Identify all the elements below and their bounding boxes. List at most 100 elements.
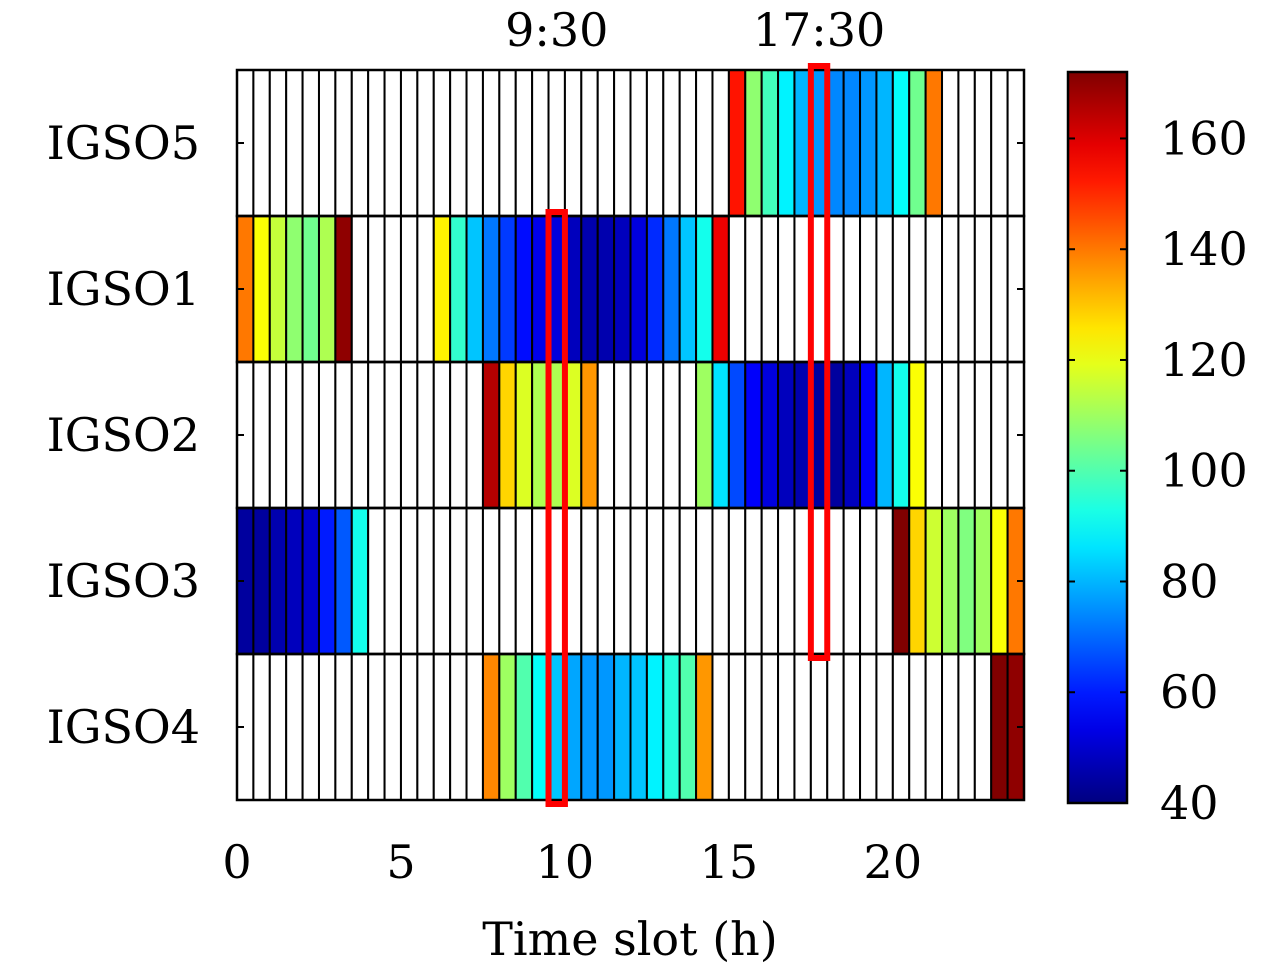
heatmap-cell xyxy=(891,215,911,363)
heatmap-cell xyxy=(383,215,402,363)
heatmap-cell xyxy=(908,507,927,655)
heatmap-cell xyxy=(432,69,452,217)
heatmap-cell xyxy=(645,507,665,655)
x-tick-label: 0 xyxy=(222,835,251,889)
y-tick-label: IGSO2 xyxy=(47,408,200,462)
heatmap-cell xyxy=(613,653,632,801)
heatmap-cell xyxy=(793,653,812,801)
heatmap-cell xyxy=(859,215,878,363)
heatmap-cells xyxy=(236,69,1026,801)
heatmap-cell xyxy=(875,653,894,801)
heatmap-cell xyxy=(580,361,599,509)
heatmap-cell xyxy=(285,215,304,363)
heatmap-cell xyxy=(399,69,419,217)
heatmap-cell xyxy=(695,361,714,509)
heatmap-cell xyxy=(990,361,1009,509)
heatmap-cell xyxy=(908,653,927,801)
heatmap-cell xyxy=(596,215,616,363)
heatmap-cell xyxy=(301,69,320,217)
colorbar-tick-label: 120 xyxy=(1160,333,1248,387)
heatmap-cell xyxy=(662,215,681,363)
x-tick-label: 15 xyxy=(700,835,759,889)
heatmap-cell xyxy=(875,215,894,363)
heatmap-cell xyxy=(383,69,402,217)
heatmap-cell xyxy=(727,69,747,217)
heatmap-cell xyxy=(613,507,632,655)
heatmap-cell xyxy=(760,507,780,655)
heatmap-cell xyxy=(711,507,730,655)
heatmap-cell xyxy=(350,653,370,801)
time-highlight-box xyxy=(545,209,568,807)
heatmap-cell xyxy=(481,361,501,509)
heatmap-cell xyxy=(252,69,271,217)
heatmap-cell xyxy=(645,361,665,509)
heatmap-cell xyxy=(695,653,714,801)
heatmap-cell xyxy=(891,653,911,801)
heatmap-cell xyxy=(613,69,632,217)
heatmap-cell xyxy=(760,653,780,801)
heatmap-cell xyxy=(891,507,911,655)
heatmap-cell xyxy=(301,653,320,801)
heatmap-cell xyxy=(629,653,648,801)
heatmap-cell xyxy=(301,215,320,363)
heatmap-cell xyxy=(481,215,501,363)
heatmap-cell xyxy=(317,69,337,217)
heatmap-cell xyxy=(695,507,714,655)
heatmap-cell xyxy=(252,215,271,363)
heatmap-cell xyxy=(645,69,665,217)
y-tick-label: IGSO5 xyxy=(47,116,200,170)
heatmap-cell xyxy=(908,215,927,363)
heatmap-cell xyxy=(973,653,993,801)
heatmap-cell xyxy=(416,215,435,363)
heatmap-cell xyxy=(334,69,353,217)
x-tick-label: 10 xyxy=(536,835,595,889)
heatmap-cell xyxy=(383,507,402,655)
colorbar-tick-label: 40 xyxy=(1160,776,1219,830)
heatmap-cell xyxy=(317,507,337,655)
heatmap-cell xyxy=(350,215,370,363)
heatmap-cell xyxy=(465,361,484,509)
heatmap-cell xyxy=(465,69,484,217)
colorbar-gradient xyxy=(1066,70,1129,805)
heatmap-cell xyxy=(580,69,599,217)
heatmap-cell xyxy=(334,653,353,801)
heatmap-cell xyxy=(334,361,353,509)
heatmap-cell xyxy=(399,215,419,363)
heatmap-cell xyxy=(449,361,468,509)
x-axis: 0 5 10 15 20 xyxy=(222,835,922,889)
heatmap-cell xyxy=(826,653,845,801)
heatmap-cell xyxy=(416,507,435,655)
heatmap-cell xyxy=(367,361,386,509)
heatmap-cell xyxy=(859,653,878,801)
heatmap-cell xyxy=(252,507,271,655)
heatmap-cell xyxy=(842,215,862,363)
heatmap-cell xyxy=(334,215,353,363)
heatmap-cell xyxy=(990,69,1009,217)
heatmap-cell xyxy=(645,215,665,363)
heatmap-cell xyxy=(777,215,796,363)
heatmap-cell xyxy=(367,653,386,801)
heatmap-cell xyxy=(924,507,944,655)
heatmap-cell xyxy=(662,361,681,509)
heatmap-cell xyxy=(924,653,944,801)
heatmap-cell xyxy=(957,69,976,217)
time-annotations: 9:30 17:30 xyxy=(505,3,885,807)
heatmap-cell xyxy=(563,69,583,217)
heatmap-cell xyxy=(285,653,304,801)
colorbar-tick-label: 100 xyxy=(1160,444,1248,498)
y-tick-label: IGSO4 xyxy=(47,700,200,754)
heatmap-cell xyxy=(416,653,435,801)
heatmap-cell xyxy=(416,69,435,217)
heatmap-cell xyxy=(973,361,993,509)
heatmap-cell xyxy=(481,507,501,655)
heatmap-cell xyxy=(416,361,435,509)
heatmap-cell xyxy=(350,361,370,509)
heatmap-cell xyxy=(367,507,386,655)
x-tick-label: 5 xyxy=(386,835,415,889)
heatmap-cell xyxy=(744,69,763,217)
heatmap-cell xyxy=(727,215,747,363)
heatmap-cell xyxy=(465,215,484,363)
heatmap-cell xyxy=(596,361,616,509)
heatmap-cell xyxy=(744,361,763,509)
